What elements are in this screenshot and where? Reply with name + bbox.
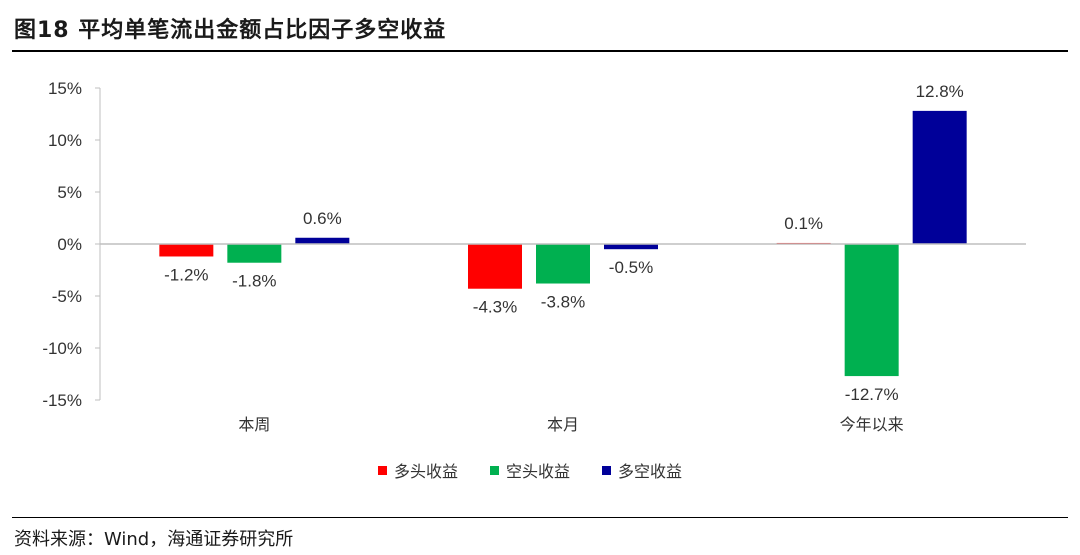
source-note: 资料来源：Wind，海通证券研究所 (14, 529, 294, 550)
category-label: 今年以来 (840, 415, 904, 434)
legend-swatch-3 (602, 466, 611, 475)
data-label: -12.7% (845, 385, 899, 404)
bar-3-2 (604, 244, 658, 250)
data-label: 12.8% (916, 82, 964, 101)
bar-1-2 (468, 244, 522, 289)
y-tick-label: 5% (57, 183, 82, 202)
legend-label: 空头收益 (506, 462, 570, 481)
y-tick-label: 0% (57, 235, 82, 254)
data-label: 0.1% (784, 214, 823, 233)
y-tick-label: -10% (42, 339, 82, 358)
legend-swatch-1 (378, 466, 387, 475)
data-label: -1.2% (164, 265, 208, 284)
title-rule (12, 50, 1068, 52)
category-label: 本月 (547, 415, 579, 434)
x-axis: 本周 本月 今年以来 (238, 415, 903, 434)
bar-3-1 (295, 237, 350, 244)
legend-label: 多头收益 (394, 462, 458, 481)
bar-2-1 (227, 244, 282, 263)
y-tick-label: 10% (48, 131, 82, 150)
bars (159, 110, 967, 377)
data-label: 0.6% (303, 209, 342, 228)
bar-1-1 (159, 244, 214, 257)
legend-label: 多空收益 (618, 462, 682, 481)
data-label: -1.8% (232, 272, 276, 291)
data-label: -4.3% (473, 298, 517, 317)
figure-title: 图18 平均单笔流出金额占比因子多空收益 (14, 18, 447, 43)
data-label: -0.5% (609, 258, 653, 277)
y-tick-label: -5% (52, 287, 82, 306)
legend-swatch-2 (490, 466, 499, 475)
data-label: -3.8% (541, 293, 585, 312)
y-tick-label: -15% (42, 391, 82, 410)
bar-2-2 (536, 244, 590, 284)
category-label: 本周 (238, 415, 270, 434)
legend: 多头收益 空头收益 多空收益 (378, 462, 682, 481)
data-labels: -1.2% -1.8% 0.6% -4.3% -3.8% -0.5% 0.1% -12.7% 1… (164, 82, 964, 404)
source-rule (12, 517, 1068, 518)
y-tick-label: 15% (48, 79, 82, 98)
bar-2-3 (844, 244, 899, 377)
y-axis: 15% 10% 5% 0% -5% -10% -15% (42, 79, 101, 410)
bar-3-3 (912, 110, 967, 244)
